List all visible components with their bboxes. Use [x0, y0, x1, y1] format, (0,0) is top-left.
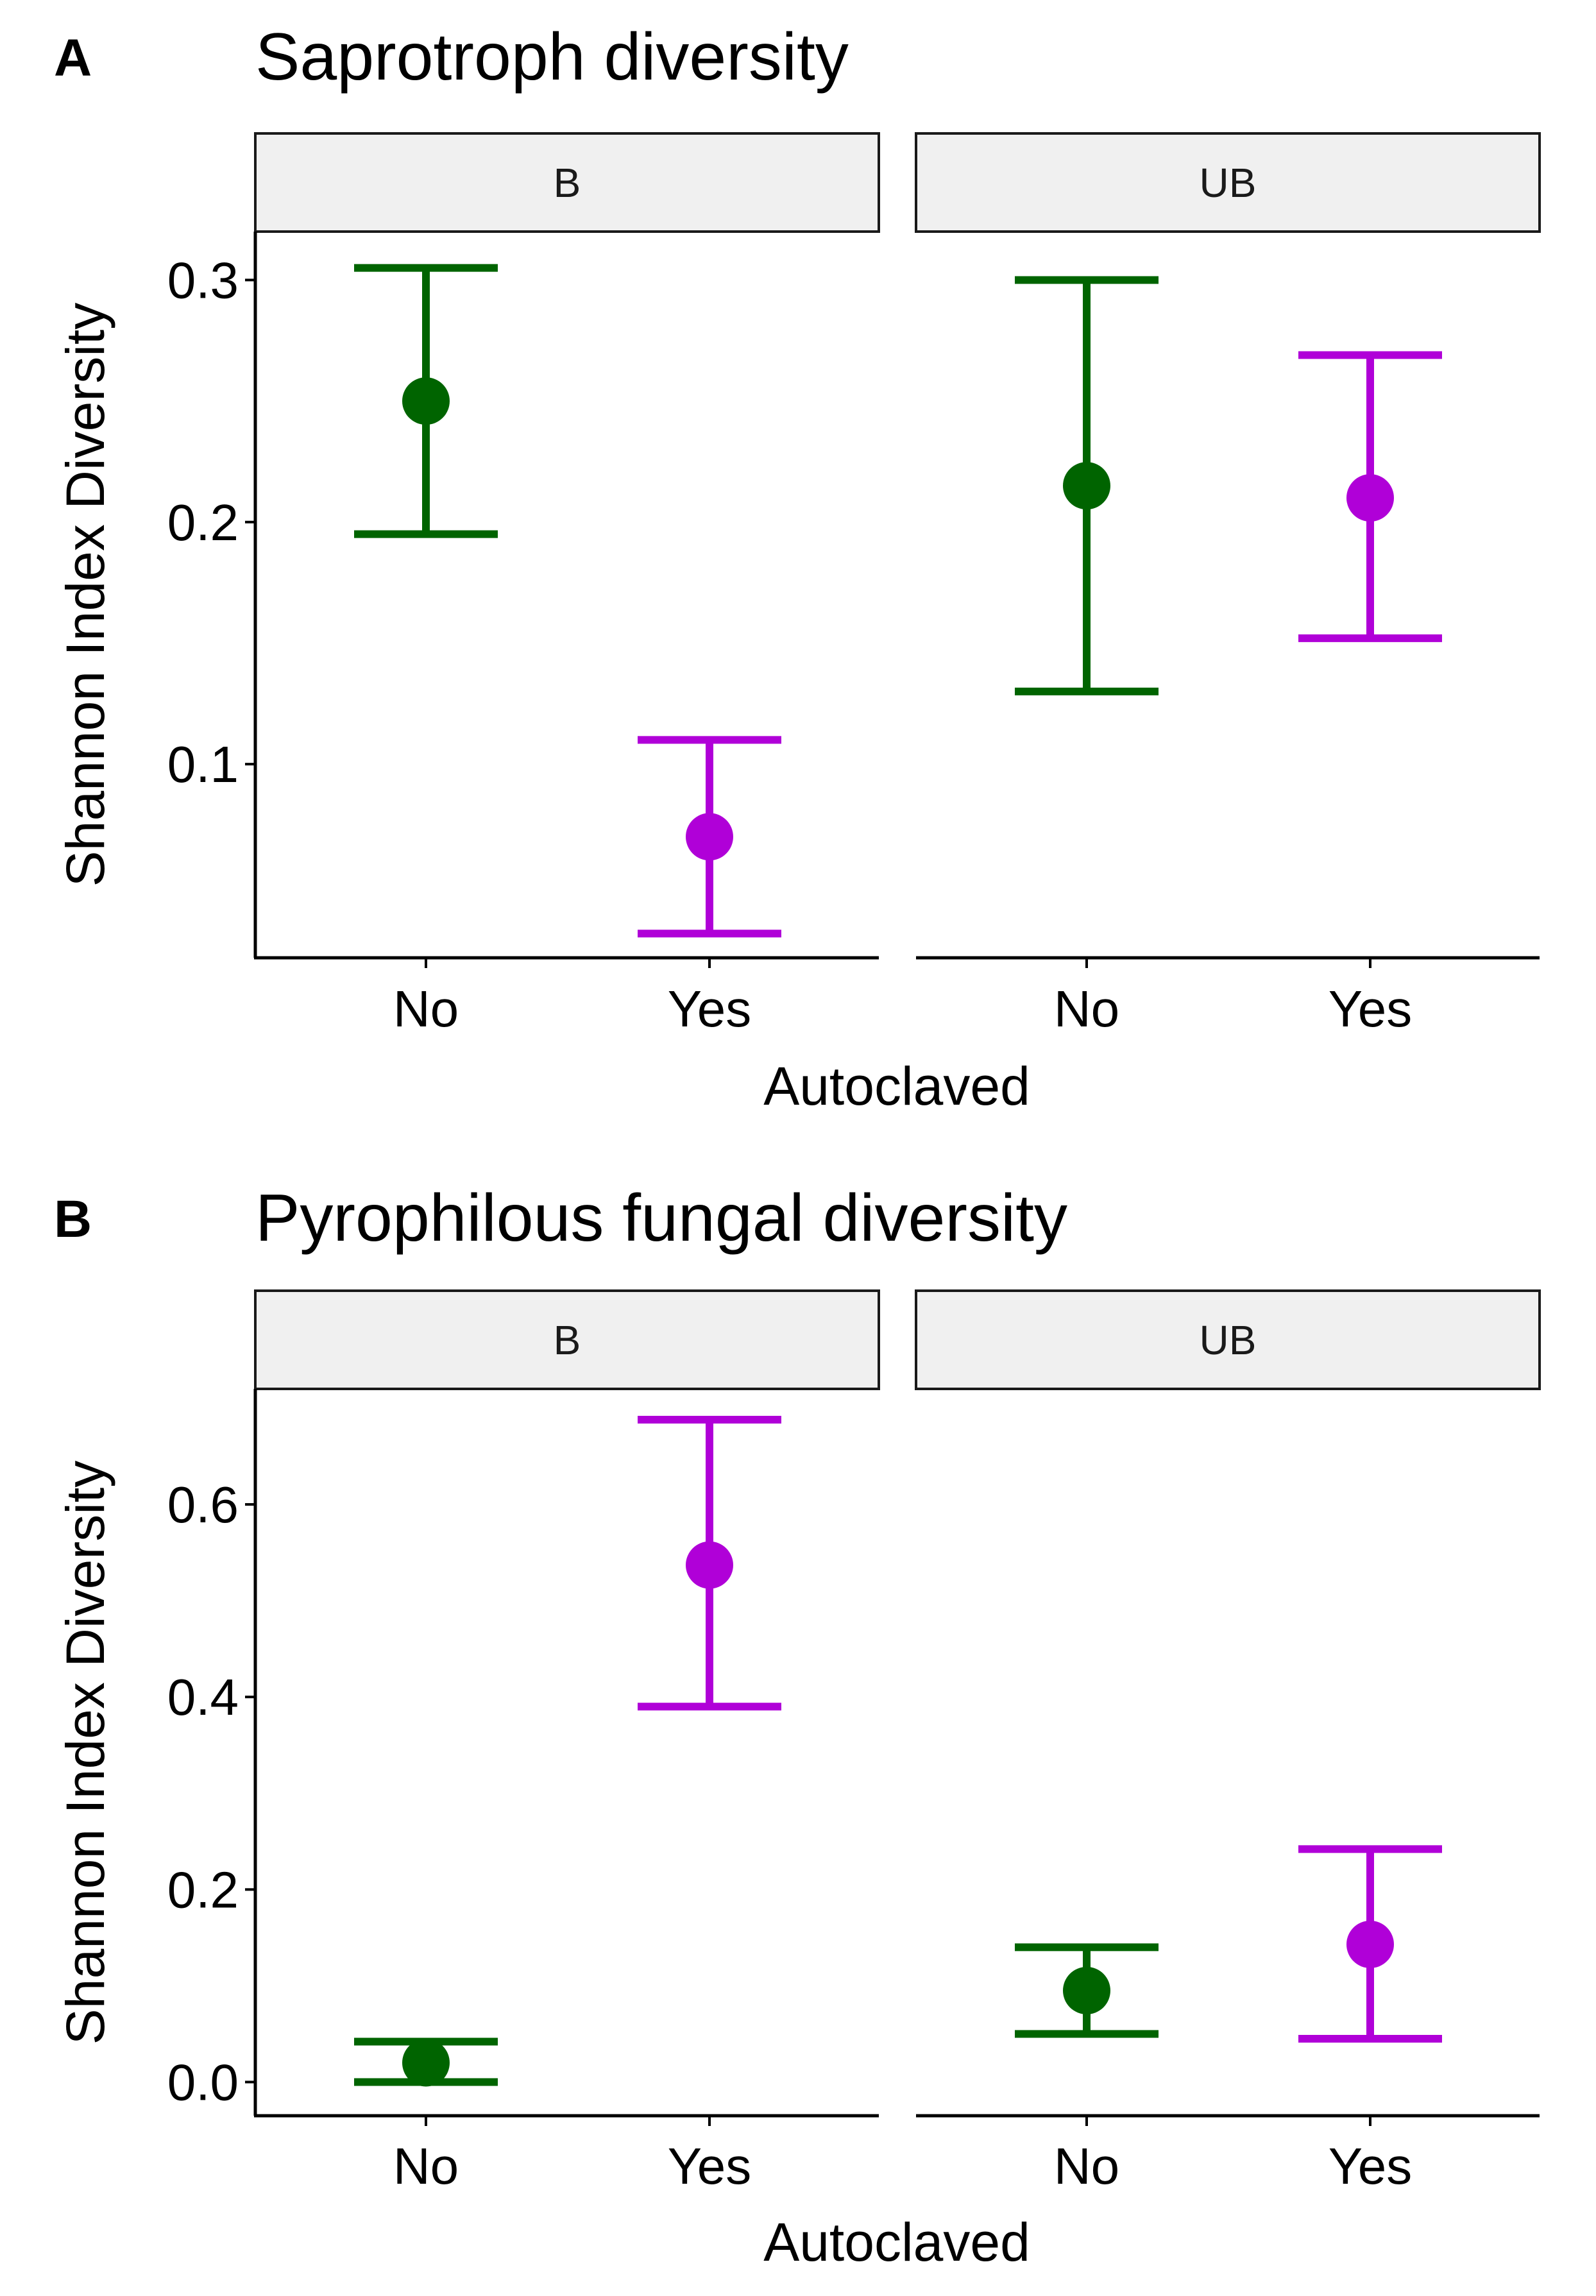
panel-b-x-ticks: No Yes No Yes	[393, 2116, 1412, 2195]
panel-a-strip-ub-label: UB	[1200, 160, 1257, 206]
panel-b-x-axis-title: Autoclaved	[763, 2212, 1030, 2272]
panel-a-ytick-label-2: 0.3	[167, 251, 239, 309]
panel-a-strip-ub	[915, 132, 1541, 233]
panel-b-ytick-label-3: 0.6	[167, 1476, 239, 1533]
panel-a-ub-yes-errorbar	[1298, 351, 1442, 642]
panel-a-xtick-label-ub-yes: Yes	[1329, 980, 1413, 1037]
panel-a-b-no-errorbar	[354, 264, 498, 538]
panel-b-ytick-label-0: 0.0	[167, 2054, 239, 2111]
panel-a-xtick-label-ub-no: No	[1054, 980, 1119, 1037]
panel-b-strip-b-label: B	[554, 1317, 581, 1363]
panel-b-b-no-errorbar	[354, 2037, 498, 2087]
panel-b-strip-b	[254, 1289, 880, 1390]
panel-b-ytick-label-2: 0.4	[167, 1669, 239, 1726]
panel-b-strip-ub-label: UB	[1200, 1317, 1257, 1363]
panel-a-y-ticks: 0.1 0.2 0.3	[167, 251, 255, 793]
panel-a-x-axis-title: Autoclaved	[763, 1056, 1030, 1116]
panel-b-xtick-label-b-yes: Yes	[668, 2138, 752, 2195]
panel-b-ytick-label-1: 0.2	[167, 1861, 239, 1918]
panel-a-ub-no-errorbar	[1015, 276, 1159, 695]
panel-a-ytick-label-1: 0.2	[167, 494, 239, 551]
panel-a: A Saprotroph diversity B UB 0.1 0.2 0.3 …	[54, 20, 1541, 1116]
panel-b-b-no-point	[402, 2039, 450, 2087]
panel-b-ub-yes-point	[1346, 1920, 1394, 1968]
panel-a-xtick-label-b-no: No	[393, 980, 459, 1037]
panel-b-b-yes-errorbar	[638, 1416, 781, 1711]
panel-a-xtick-label-b-yes: Yes	[668, 980, 752, 1037]
panel-a-b-no-point	[402, 377, 450, 425]
panel-b-ub-yes-errorbar	[1298, 1845, 1442, 2043]
panel-a-ub-yes-point	[1346, 474, 1394, 522]
panel-a-strip-b	[254, 132, 880, 233]
panel-b-xtick-label-ub-yes: Yes	[1329, 2138, 1413, 2195]
panel-b-y-ticks: 0.0 0.2 0.4 0.6	[167, 1476, 255, 2111]
panel-b-strip-ub	[915, 1289, 1541, 1390]
panel-b-ub-no-point	[1063, 1966, 1110, 2014]
panel-b-ub-no-errorbar	[1015, 1943, 1159, 2038]
panel-b-marks	[354, 1416, 1442, 2087]
panel-b-xtick-label-ub-no: No	[1054, 2138, 1119, 2195]
panel-a-b-yes-errorbar	[638, 736, 781, 938]
panel-a-b-yes-point	[686, 813, 733, 861]
panel-a-ub-no-point	[1063, 462, 1110, 510]
panel-b-xtick-label-b-no: No	[393, 2138, 459, 2195]
panel-b: B Pyrophilous fungal diversity B UB 0.0 …	[54, 1181, 1541, 2272]
panel-b-y-axis-title: Shannon Index Diversity	[55, 1461, 115, 2045]
panel-a-x-ticks: No Yes No Yes	[393, 958, 1412, 1037]
panel-a-title: Saprotroph diversity	[255, 20, 849, 94]
panel-a-marks	[354, 264, 1442, 938]
panel-b-b-yes-point	[686, 1541, 733, 1589]
panel-b-title: Pyrophilous fungal diversity	[255, 1181, 1067, 1255]
panel-a-ytick-label-0: 0.1	[167, 736, 239, 793]
panel-a-y-axis-title: Shannon Index Diversity	[55, 303, 115, 887]
panel-letter-b: B	[54, 1190, 92, 1248]
panel-letter-a: A	[54, 29, 92, 87]
panel-a-strip-b-label: B	[554, 160, 581, 206]
